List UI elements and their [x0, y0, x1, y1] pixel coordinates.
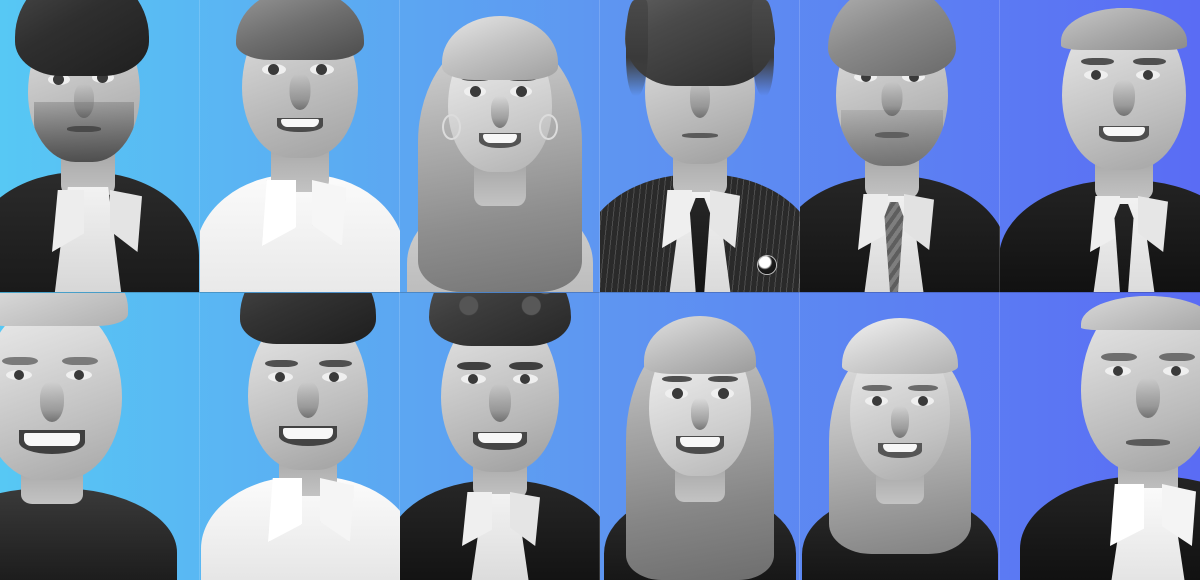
- portrait-cell: [800, 293, 1000, 580]
- eye-left: [1091, 70, 1101, 80]
- portrait-row-bottom: [0, 293, 1200, 580]
- portrait-cell: [0, 293, 200, 580]
- portrait-figure: [200, 0, 400, 292]
- portrait-cell: [200, 293, 400, 580]
- portrait-cell: [600, 293, 800, 580]
- hair: [625, 0, 775, 86]
- portrait-cell: [1000, 0, 1200, 292]
- hair-bald-rim: [1081, 296, 1200, 330]
- hair-fringe: [842, 318, 958, 374]
- eye-left: [861, 72, 871, 82]
- necktie: [1114, 204, 1134, 292]
- sideburn-left: [626, 0, 648, 96]
- eye-right: [329, 372, 339, 382]
- eye-right: [520, 374, 530, 384]
- portrait-figure: [200, 293, 400, 580]
- portrait-cell: [400, 0, 600, 292]
- portrait-figure: [0, 0, 200, 292]
- eye-right: [1171, 366, 1181, 376]
- head: [0, 302, 122, 480]
- eye-right: [718, 388, 729, 399]
- portrait-cell: [800, 0, 1000, 292]
- hair: [828, 0, 956, 76]
- portrait-figure: [1000, 293, 1200, 580]
- earring-right: [539, 114, 558, 140]
- lapel-pin-icon: [758, 256, 776, 274]
- eye-right: [97, 72, 108, 83]
- portrait-figure: [800, 293, 1000, 580]
- eye-right: [918, 396, 928, 406]
- stubble-beard: [841, 110, 943, 166]
- portrait-cell: [400, 293, 600, 580]
- portrait-figure: [1000, 0, 1200, 292]
- portrait-cell: [200, 0, 400, 292]
- hair-front: [442, 16, 558, 80]
- necktie: [884, 202, 904, 292]
- eye-right: [1143, 70, 1153, 80]
- portrait-figure: [400, 293, 600, 580]
- hair-curly: [429, 293, 571, 346]
- eye-right: [74, 370, 84, 380]
- eye-right: [316, 64, 327, 75]
- portrait-cell: [600, 0, 800, 292]
- shoulders: [200, 174, 400, 292]
- portrait-cell: [0, 0, 200, 292]
- hair-front: [644, 316, 756, 374]
- portrait-figure: [600, 293, 800, 580]
- portrait-figure: [600, 0, 800, 292]
- portrait-figure: [400, 0, 600, 292]
- eye-left: [14, 370, 24, 380]
- necktie: [689, 198, 711, 292]
- eye-right: [516, 86, 527, 97]
- eye-right: [909, 72, 919, 82]
- eye-left: [1113, 366, 1123, 376]
- portrait-figure: [800, 0, 1000, 292]
- eye-left: [275, 372, 285, 382]
- hair: [0, 293, 128, 326]
- hair-receding: [1061, 8, 1187, 50]
- hair: [236, 0, 364, 60]
- eye-left: [872, 396, 882, 406]
- eye-left: [53, 74, 64, 85]
- eye-left: [672, 388, 683, 399]
- earring-left: [442, 114, 461, 140]
- portrait-cell: [1000, 293, 1200, 580]
- eye-left: [468, 374, 478, 384]
- sideburn-right: [752, 0, 774, 96]
- portrait-row-top: [0, 0, 1200, 292]
- eye-left: [268, 64, 279, 75]
- hair: [240, 293, 376, 344]
- hair: [15, 0, 149, 76]
- portrait-figure: [0, 293, 200, 580]
- eye-left: [470, 86, 481, 97]
